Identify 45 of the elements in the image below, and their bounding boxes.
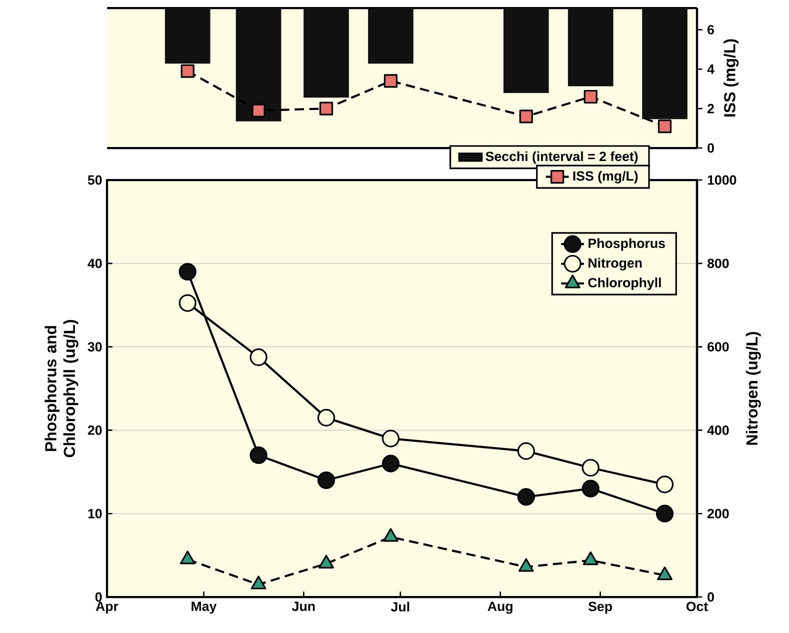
y-tick-label: 50 — [88, 175, 102, 185]
point — [517, 442, 535, 460]
y2-tick-label: 0 — [708, 143, 714, 153]
legend-label: Nitrogen — [588, 258, 642, 270]
point — [584, 90, 598, 104]
legend-label: Phosphorus — [588, 238, 665, 251]
x-tick-label: Sep — [588, 602, 612, 614]
point — [382, 430, 400, 448]
x-tick-label: Jul — [390, 602, 410, 612]
y2-tick-label: 1000 — [708, 175, 736, 185]
x-tick-label: Apr — [96, 602, 118, 614]
legend-label: Secchi (interval = 2 feet) — [486, 151, 638, 164]
y2-axis-title: Nitrogen (ug/L) — [746, 332, 761, 445]
legend-label: ISS (mg/L) — [573, 170, 638, 184]
point — [658, 120, 672, 134]
point — [582, 458, 600, 477]
y2-tick-label: 200 — [708, 508, 729, 518]
y2-tick-label: 600 — [708, 342, 729, 352]
point — [317, 408, 336, 426]
y-tick-label: 30 — [88, 342, 102, 352]
y-tick-label: 0 — [95, 592, 102, 602]
point — [656, 476, 674, 494]
y2-tick-label: 6 — [708, 24, 714, 34]
y2-tick-label: 4 — [707, 64, 714, 74]
y-axis-title: Phosphorus and Chlorophyll (ug/L) — [44, 320, 78, 458]
y-tick-label: 20 — [88, 425, 102, 435]
point — [519, 110, 533, 124]
x-tick-label: May — [192, 602, 217, 614]
point — [178, 294, 196, 312]
x-tick-label: Aug — [488, 602, 512, 614]
point — [250, 348, 268, 366]
x-tick-label: Jun — [292, 602, 315, 612]
y-tick-label: 10 — [88, 508, 102, 518]
y2-tick-label: 800 — [707, 258, 729, 268]
x-tick-label: Oct — [686, 602, 708, 612]
y-tick-label: 40 — [88, 258, 102, 268]
point — [384, 74, 398, 88]
legend-label: Chlorophyll — [588, 278, 661, 290]
y2-axis-title: ISS (mg/L) — [724, 39, 739, 116]
y2-tick-label: 0 — [708, 592, 714, 602]
point — [180, 64, 194, 78]
point — [319, 102, 334, 116]
point — [252, 104, 266, 118]
y2-tick-label: 2 — [708, 104, 714, 114]
y2-tick-label: 400 — [707, 425, 729, 435]
